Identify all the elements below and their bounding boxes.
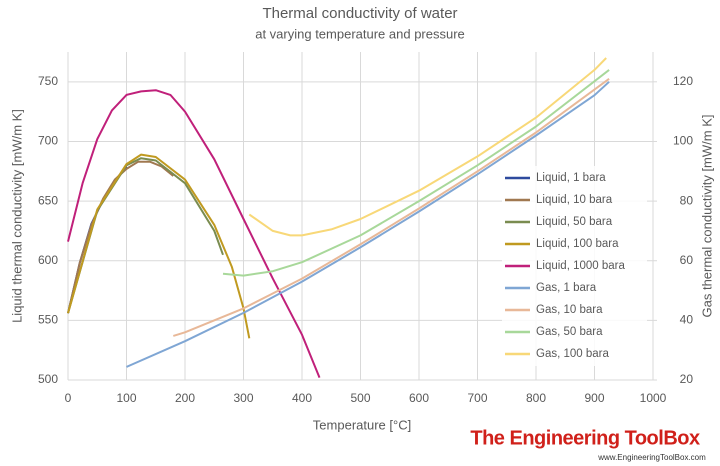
y-tick-label: 600 [38, 253, 58, 267]
legend-label: Gas, 1 bara [536, 282, 597, 294]
y2-tick-label: 20 [680, 372, 694, 386]
logo: The Engineering ToolBox [470, 427, 700, 449]
y2-tick-label: 80 [680, 193, 694, 207]
line-series [248, 57, 607, 237]
y2-tick-label: 60 [680, 253, 694, 267]
y2-tick-label: 40 [680, 313, 694, 327]
chart-subtitle: at varying temperature and pressure [255, 26, 465, 41]
legend-label: Liquid, 50 bara [536, 216, 613, 228]
legend-label: Liquid, 100 bara [536, 238, 619, 250]
legend-label: Liquid, 1 bara [536, 172, 606, 184]
x-tick-label: 100 [116, 391, 136, 405]
y2-axis-label: Gas thermal conductivity [mW/m K] [699, 115, 714, 318]
y-tick-label: 650 [38, 193, 58, 207]
x-tick-label: 600 [409, 391, 429, 405]
logo-url: www.EngineeringToolBox.com [597, 453, 706, 462]
y-tick-label: 550 [38, 313, 58, 327]
line-series [67, 157, 224, 314]
y-tick-label: 500 [38, 372, 58, 386]
y2-tick-label: 120 [673, 74, 693, 88]
y2-tick-label: 100 [673, 134, 693, 148]
x-tick-label: 200 [175, 391, 195, 405]
x-tick-label: 500 [350, 391, 370, 405]
line-series [222, 69, 610, 277]
x-axis-label: Temperature [°C] [313, 417, 411, 432]
legend-label: Gas, 50 bara [536, 326, 603, 338]
y-axis-label: Liquid thermal conductivity [mW/m K] [9, 109, 24, 323]
line-series [67, 89, 321, 378]
y-tick-label: 700 [38, 134, 58, 148]
x-tick-label: 1000 [640, 391, 667, 405]
x-tick-label: 400 [292, 391, 312, 405]
legend-label: Gas, 10 bara [536, 304, 603, 316]
line-series [67, 165, 128, 314]
y-tick-label: 750 [38, 74, 58, 88]
line-series [67, 153, 251, 339]
line-series [126, 81, 610, 368]
chart-title: Thermal conductivity of water [262, 5, 457, 22]
x-tick-label: 900 [584, 391, 604, 405]
legend-label: Liquid, 10 bara [536, 194, 613, 206]
line-series [67, 160, 174, 314]
x-tick-label: 700 [467, 391, 487, 405]
line-series [173, 77, 610, 337]
x-tick-label: 0 [65, 391, 72, 405]
x-tick-label: 300 [233, 391, 253, 405]
legend-label: Liquid, 1000 bara [536, 260, 625, 272]
legend-label: Gas, 100 bara [536, 348, 609, 360]
x-tick-label: 800 [526, 391, 546, 405]
